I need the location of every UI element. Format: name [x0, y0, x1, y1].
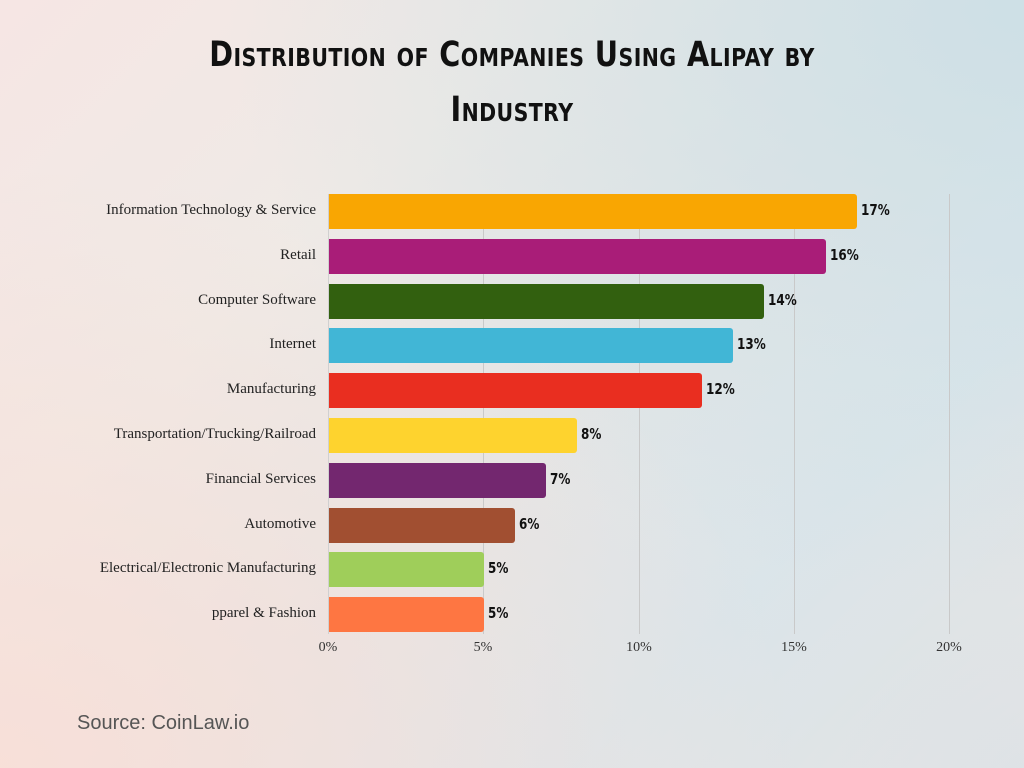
value-label: 7% — [550, 470, 571, 488]
gridline — [639, 194, 640, 634]
chart-title-line-2: Industry — [450, 90, 574, 130]
value-label: 17% — [861, 201, 890, 219]
category-label: Internet — [269, 336, 316, 352]
category-label: Retail — [280, 247, 316, 263]
chart-title: Distribution of Companies Using Alipay b… — [92, 28, 932, 138]
bar[interactable] — [329, 597, 484, 632]
category-label: Computer Software — [198, 292, 316, 308]
bar[interactable] — [329, 508, 515, 543]
category-label: Electrical/Electronic Manufacturing — [99, 560, 316, 576]
category-label: Manufacturing — [226, 381, 316, 397]
value-label: 13% — [737, 335, 766, 353]
category-label: pparel & Fashion — [211, 605, 316, 621]
bar[interactable] — [329, 418, 577, 453]
y-axis-line — [328, 194, 329, 634]
bar[interactable] — [329, 284, 764, 319]
value-label: 14% — [768, 291, 797, 309]
category-label: Transportation/Trucking/Railroad — [113, 426, 316, 442]
x-tick-label: 20% — [936, 640, 962, 655]
value-label: 12% — [706, 380, 735, 398]
gridline — [949, 194, 950, 634]
bar[interactable] — [329, 463, 546, 498]
category-label: Financial Services — [205, 471, 316, 487]
gridline — [794, 194, 795, 634]
value-label: 6% — [519, 515, 540, 533]
category-label: Information Technology & Service — [106, 202, 316, 218]
source-note: Source: CoinLaw.io — [77, 712, 250, 734]
x-tick-label: 15% — [781, 640, 807, 655]
bar[interactable] — [329, 373, 702, 408]
bar[interactable] — [329, 552, 484, 587]
value-label: 5% — [488, 559, 509, 577]
x-tick-label: 0% — [318, 640, 338, 655]
value-label: 5% — [488, 604, 509, 622]
value-label: 16% — [830, 246, 859, 264]
x-tick-label: 5% — [473, 640, 493, 655]
x-tick-label: 10% — [626, 640, 652, 655]
gridline — [483, 194, 484, 634]
bar[interactable] — [329, 328, 733, 363]
bar[interactable] — [329, 239, 826, 274]
chart-title-line-1: Distribution of Companies Using Alipay b… — [209, 35, 815, 75]
category-label: Automotive — [244, 516, 316, 532]
bar[interactable] — [329, 194, 857, 229]
value-label: 8% — [581, 425, 602, 443]
